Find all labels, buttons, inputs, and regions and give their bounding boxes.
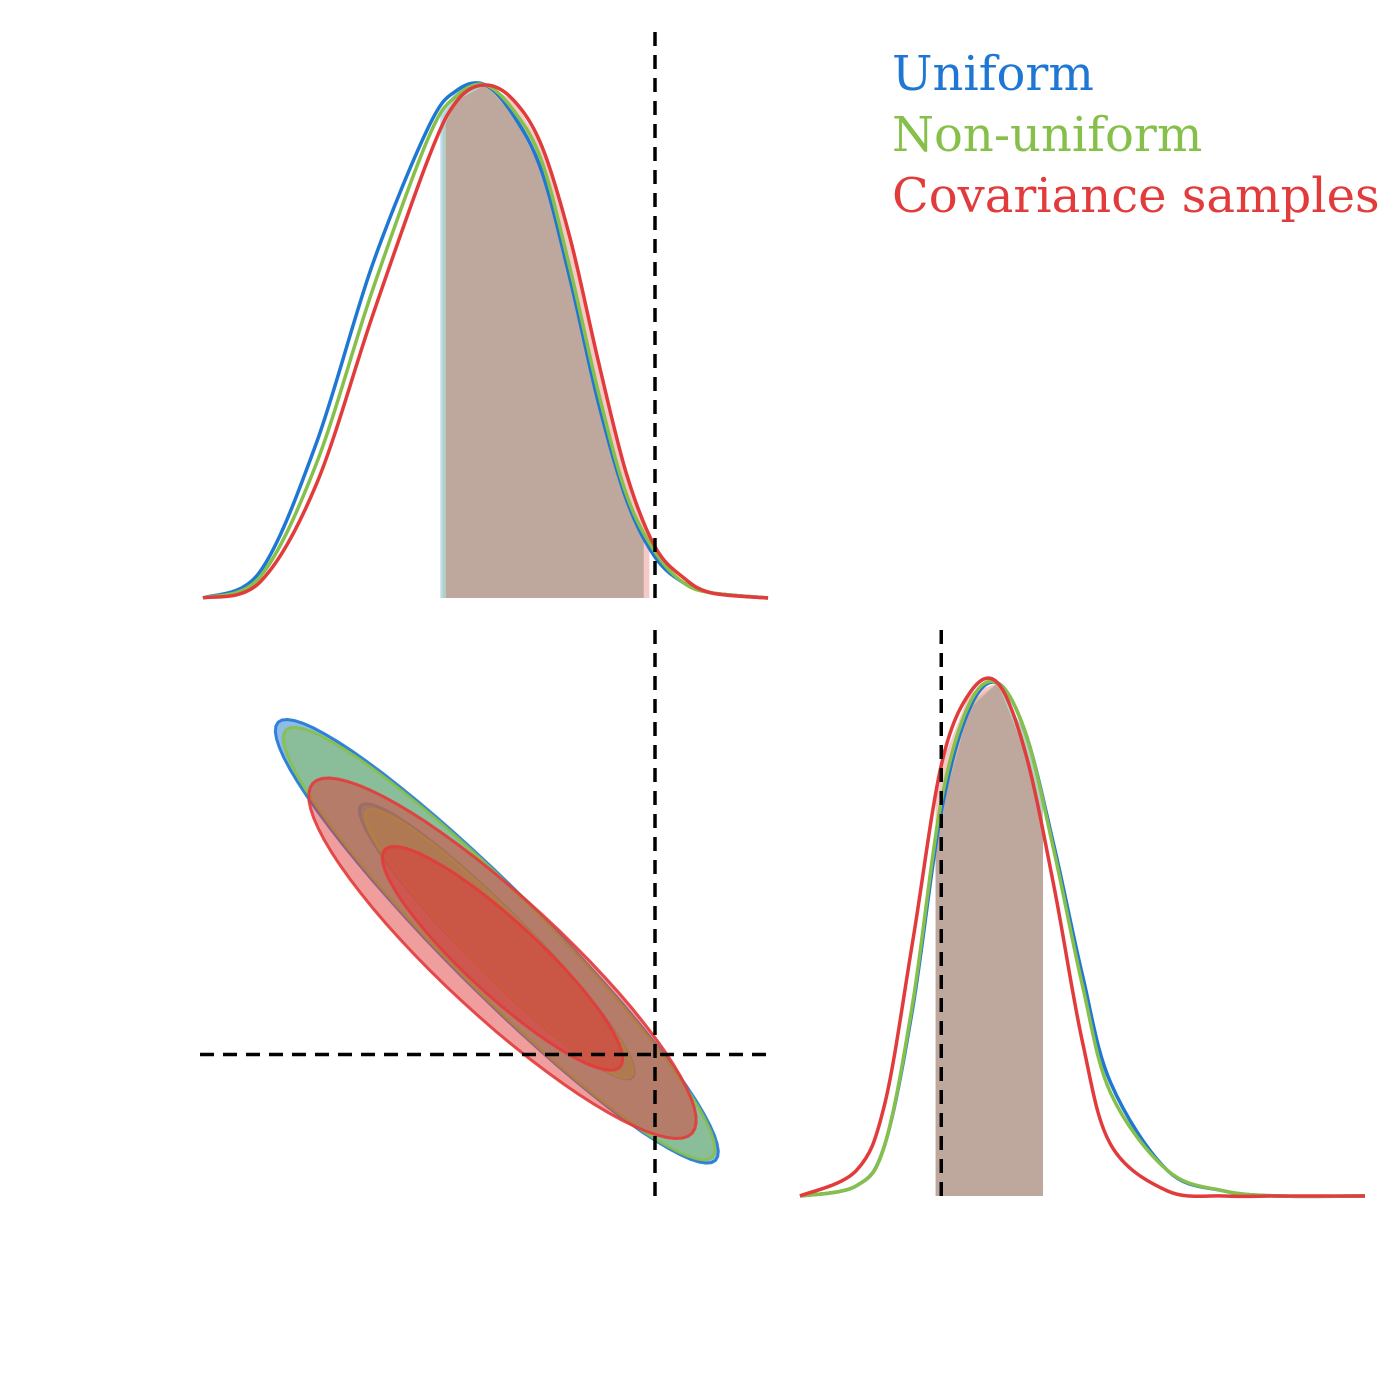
- truth-lines: [200, 32, 943, 1198]
- marginal-p1-interval-non_uniform: [442, 86, 644, 598]
- marginal-p1-interval-uniform: [440, 85, 644, 599]
- legend-covariance: Covariance samples: [892, 168, 1380, 224]
- contour-covariance-68: [380, 844, 625, 1072]
- legend-non-uniform: Non-uniform: [892, 107, 1203, 163]
- marginal-p2-interval-uniform: [935, 683, 1043, 1196]
- marginal-p2-interval-non_uniform: [935, 683, 1043, 1196]
- legend: Uniform Non-uniform Covariance samples: [892, 44, 1380, 227]
- marginal-p2-curve-covariance: [799, 676, 1365, 1199]
- marginal-p1-interval-covariance: [445, 85, 650, 599]
- marginal-p2-curve-uniform: [799, 680, 1366, 1199]
- legend-uniform: Uniform: [892, 46, 1094, 102]
- marginal-p2-interval-covariance: [935, 683, 1043, 1196]
- marginal-p2-curve-non_uniform: [799, 679, 1366, 1199]
- joint-2d-panel: [273, 717, 720, 1165]
- marginal-p1-panel: [202, 81, 769, 600]
- marginal-p1-curve-uniform: [202, 81, 769, 600]
- marginal-p2-panel: [799, 676, 1366, 1199]
